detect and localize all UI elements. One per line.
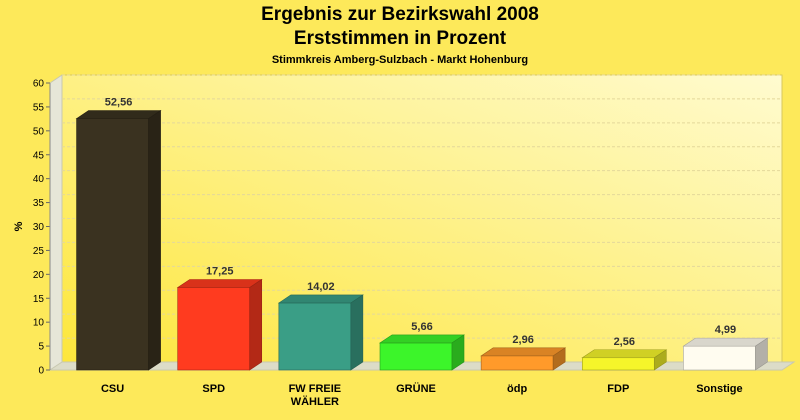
bar xyxy=(682,337,769,371)
x-tick-label: SPD xyxy=(202,383,225,395)
bar-value-label: 17,25 xyxy=(206,265,234,277)
y-tick-label: 60 xyxy=(33,79,45,90)
bar-side xyxy=(451,334,465,371)
bar-value-label: 2,56 xyxy=(614,336,635,348)
bar xyxy=(379,334,465,371)
x-tick-label: CSU xyxy=(101,383,124,395)
bar-side xyxy=(653,349,667,371)
bar-top xyxy=(277,294,364,304)
y-tick-label: 40 xyxy=(33,174,45,185)
bar-front xyxy=(683,345,756,371)
bar-side xyxy=(249,278,263,371)
x-tick-label: GRÜNE xyxy=(396,382,436,395)
y-tick-label: 15 xyxy=(33,294,45,305)
y-tick-label: 35 xyxy=(33,198,45,209)
bar xyxy=(75,110,162,371)
bar-value-label: 4,99 xyxy=(715,324,736,336)
x-tick-label: ödp xyxy=(507,383,527,395)
y-tick-label: 10 xyxy=(33,318,45,329)
plot-side-wall xyxy=(49,74,63,371)
bar-top xyxy=(379,334,465,344)
bar-front xyxy=(379,342,453,371)
bar-front xyxy=(480,355,554,371)
bar-value-label: 14,02 xyxy=(307,281,335,293)
bar-front xyxy=(581,357,655,371)
x-tick-label: WÄHLER xyxy=(291,395,339,408)
bar-top xyxy=(581,349,668,359)
bar xyxy=(176,278,263,371)
bar-value-label: 52,56 xyxy=(105,97,133,109)
y-tick-label: 5 xyxy=(38,342,44,353)
bar-side xyxy=(350,294,364,371)
bar-top xyxy=(75,110,162,119)
bar-value-label: 2,96 xyxy=(512,334,533,346)
bar-front xyxy=(177,287,251,371)
bar-side xyxy=(552,347,566,371)
x-tick-label: FDP xyxy=(607,383,629,395)
y-tick-label: 25 xyxy=(33,246,45,257)
bar xyxy=(480,347,567,371)
y-tick-label: 30 xyxy=(33,222,45,233)
bar-side xyxy=(755,337,768,371)
x-tick-label: FW FREIE xyxy=(289,383,342,395)
bar-top xyxy=(176,279,263,288)
x-tick-label: Sonstige xyxy=(696,383,742,395)
bar-front xyxy=(76,118,149,371)
chart-subtitle: Stimmkreis Amberg-Sulzbach - Markt Hohen… xyxy=(271,54,529,66)
y-tick-label: 0 xyxy=(38,366,44,377)
chart-title: Ergebnis zur Bezirkswahl 2008 xyxy=(261,4,539,25)
bar xyxy=(581,349,668,371)
y-tick-label: 20 xyxy=(33,270,45,281)
chart-title-line2: Erststimmen in Prozent xyxy=(293,28,507,49)
bar-front xyxy=(278,302,352,371)
y-tick-label: 50 xyxy=(33,126,45,137)
bar-side xyxy=(148,110,161,371)
bar-value-label: 5,66 xyxy=(411,321,432,333)
bar xyxy=(277,294,364,371)
y-tick-label: 55 xyxy=(33,102,45,113)
bar-top xyxy=(682,337,769,347)
y-axis-label: % xyxy=(13,221,25,231)
y-tick-label: 45 xyxy=(33,150,45,161)
bar-top xyxy=(480,347,567,357)
